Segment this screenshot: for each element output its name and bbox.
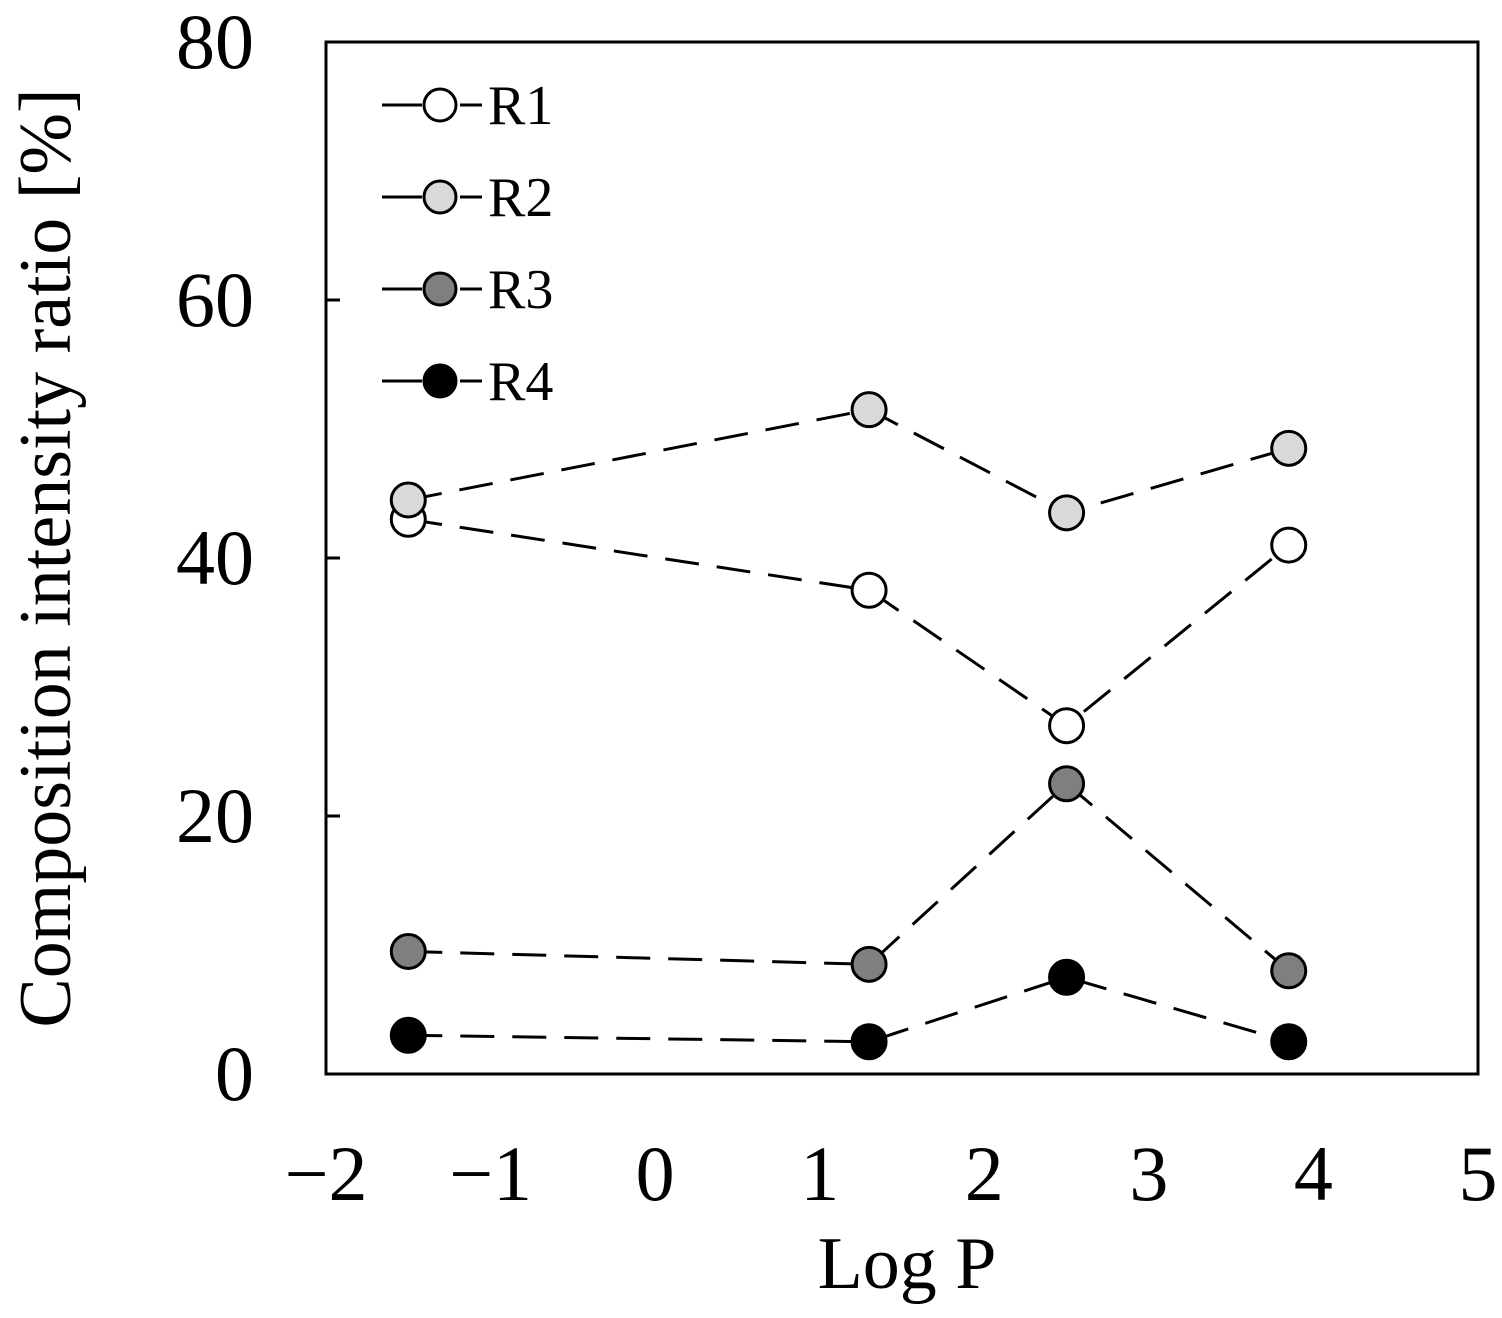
y-tick-label: 20 [176,772,254,859]
legend-label: R2 [488,167,553,229]
legend-label: R4 [488,351,553,413]
legend-label: R3 [488,259,553,321]
x-tick-label: 0 [636,1130,675,1217]
series-r4 [389,958,1308,1061]
legend-item-r3: R3 [382,259,553,321]
legend-item-r2: R2 [382,167,553,229]
plot-area-frame [324,40,1480,1076]
legend-item-r4: R4 [382,351,553,413]
data-point-r1 [850,571,888,609]
data-point-r2 [1048,494,1086,532]
data-point-r4 [850,1023,888,1061]
y-axis-title: Composition intensity ratio [%] [5,88,87,1027]
data-point-r4 [1270,1023,1308,1061]
data-point-r1 [1048,707,1086,745]
x-tick-label: 2 [965,1130,1004,1217]
series-r1 [389,500,1308,745]
data-point-r3 [850,945,888,983]
y-tick-label: 0 [215,1030,254,1117]
data-point-r4 [1048,958,1086,996]
data-point-r2 [389,481,427,519]
x-tick-label: 1 [800,1130,839,1217]
x-tick-label: −2 [285,1130,368,1217]
data-point-r4 [389,1016,427,1054]
series-r2 [389,391,1308,532]
y-tick-label: 80 [176,0,254,85]
x-axis-title: Log P [818,1223,997,1305]
legend-marker [422,363,458,399]
ticks-layer: 0 20 40 60 80 −2 −1 0 1 2 3 4 5 [176,0,1498,1217]
y-tick-label: 40 [176,514,254,601]
legend-item-r1: R1 [382,75,553,137]
series-r3 [389,765,1308,990]
data-point-r2 [850,391,888,429]
x-tick-label: −1 [449,1130,532,1217]
data-point-r1 [1270,526,1308,564]
x-tick-label: 4 [1294,1130,1333,1217]
series-layer [389,391,1308,1061]
legend-marker [422,271,458,307]
data-point-r3 [1270,952,1308,990]
data-point-r2 [1270,429,1308,467]
data-point-r3 [1048,765,1086,803]
series-line-r2 [407,408,1290,515]
x-tick-label: 3 [1129,1130,1168,1217]
legend-marker [422,179,458,215]
y-tick-label: 60 [176,256,254,343]
legend: R1 R2 R3 R4 [382,75,553,413]
data-point-r3 [389,932,427,970]
legend-marker [422,87,458,123]
series-line-r1 [408,517,1290,728]
series-line-r3 [408,781,1290,972]
legend-label: R1 [488,75,553,137]
x-tick-label: 5 [1459,1130,1498,1217]
series-line-r4 [408,975,1290,1044]
